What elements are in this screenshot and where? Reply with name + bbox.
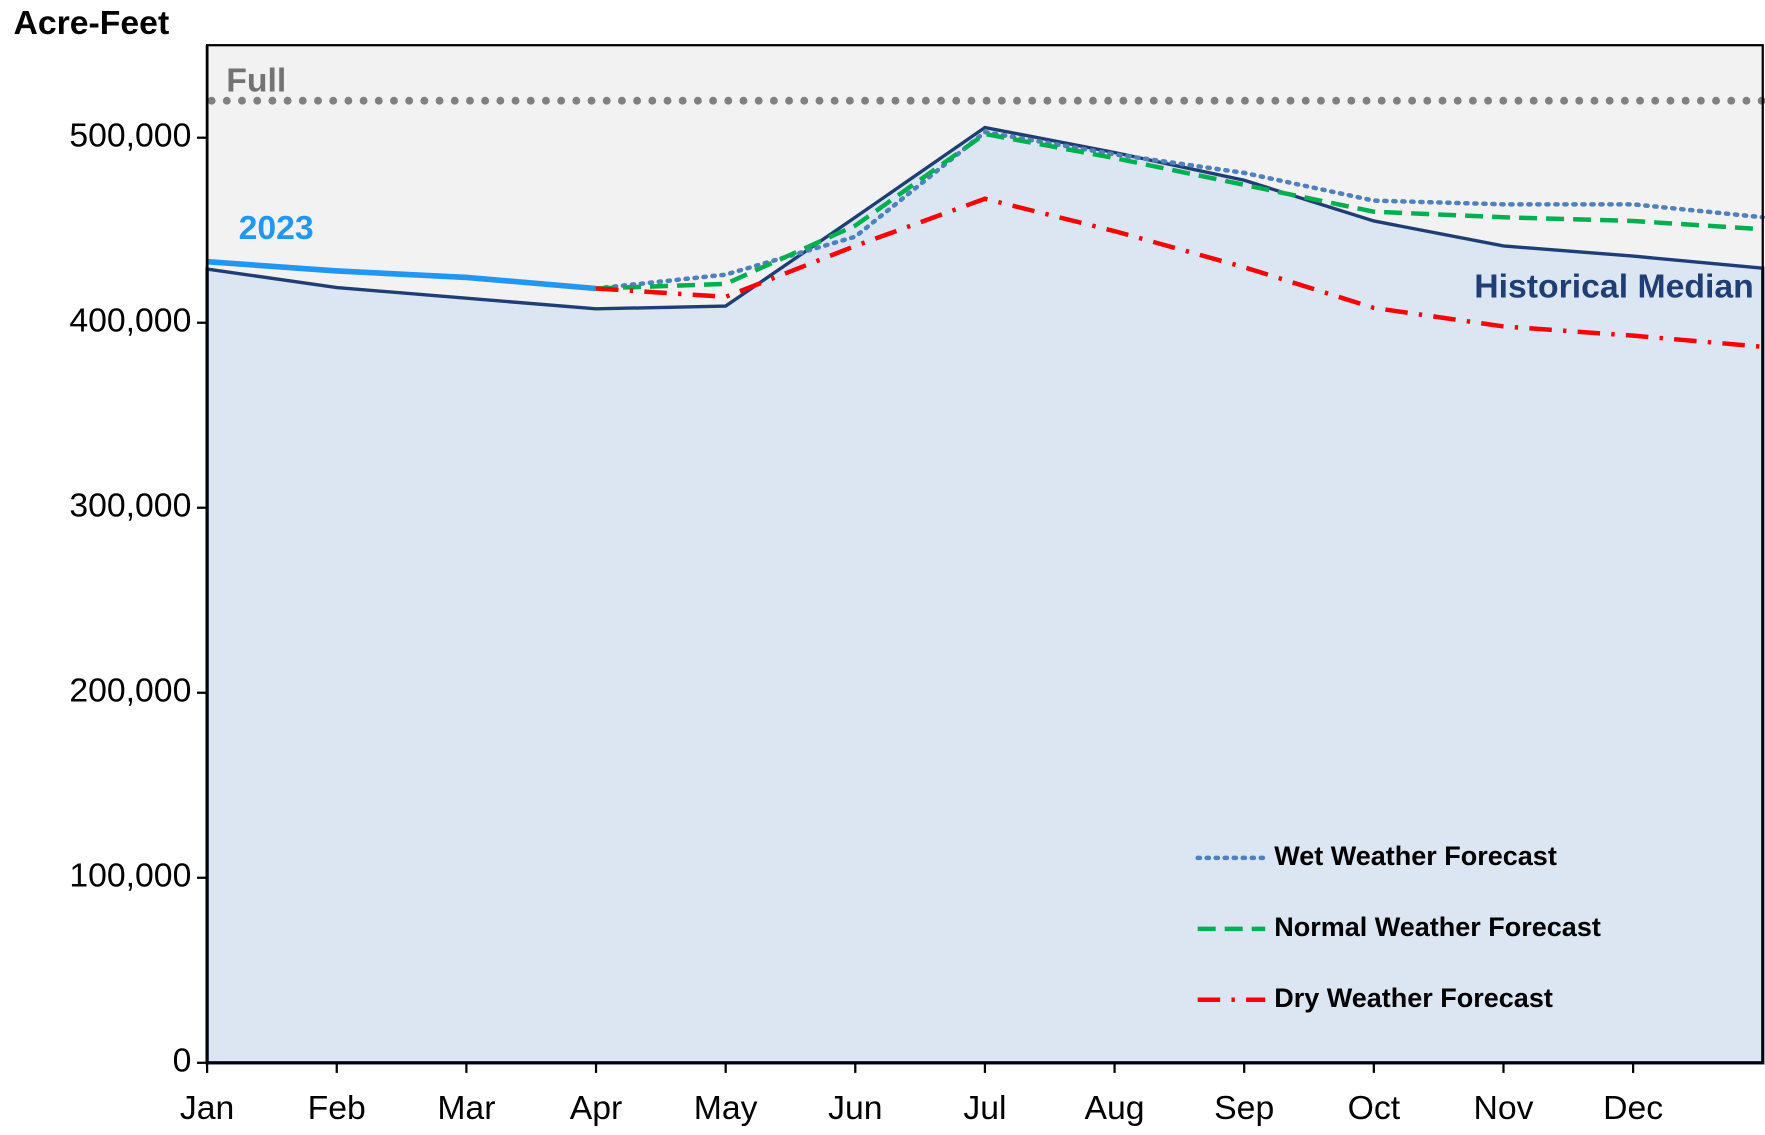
x-tick-label: Jan (180, 1089, 234, 1127)
series-label: Historical Median (1474, 267, 1753, 305)
x-tick-label: Sep (1214, 1089, 1274, 1127)
legend-label: Wet Weather Forecast (1274, 841, 1557, 871)
reference-label: Full (226, 62, 286, 100)
line (206, 258, 597, 292)
y-tick-label: 500,000 (69, 117, 191, 155)
x-tick-label: Nov (1473, 1089, 1533, 1127)
x-tick-label: Jul (963, 1089, 1006, 1127)
y-tick-label: 300,000 (69, 487, 191, 525)
y-tick-label: 0 (173, 1042, 192, 1080)
y-tick-label: 200,000 (69, 672, 191, 710)
y-axis-label: Acre-Feet (14, 4, 170, 42)
x-tick-label: Apr (570, 1089, 623, 1127)
x-tick-label: Aug (1085, 1089, 1145, 1127)
legend-label: Normal Weather Forecast (1274, 912, 1601, 942)
y-tick-label: 100,000 (69, 857, 191, 895)
x-tick-label: Oct (1348, 1089, 1401, 1127)
line (595, 131, 1763, 291)
x-tick-label: May (694, 1089, 758, 1127)
x-tick-label: Jun (828, 1089, 882, 1127)
line (595, 196, 1763, 350)
x-tick-label: Feb (308, 1089, 366, 1127)
x-tick-label: Mar (437, 1089, 495, 1127)
x-tick-label: Dec (1603, 1089, 1663, 1127)
series-label: 2023 (239, 209, 314, 247)
legend-label: Dry Weather Forecast (1274, 983, 1553, 1013)
y-tick-label: 400,000 (69, 302, 191, 340)
